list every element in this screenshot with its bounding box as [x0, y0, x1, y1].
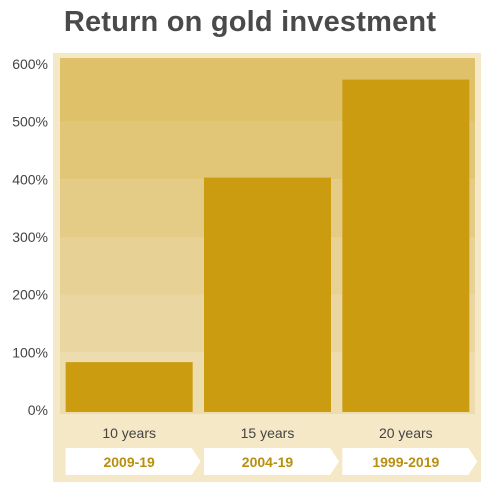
bar [204, 177, 331, 412]
period-label: 1999-2019 [372, 454, 439, 470]
period-label: 2004-19 [242, 454, 294, 470]
y-tick-label: 300% [12, 229, 48, 245]
bars [65, 79, 470, 412]
period-tag [342, 448, 478, 475]
y-tick-label: 400% [12, 171, 48, 187]
y-tick-label: 600% [12, 56, 48, 72]
category-label: 10 years [102, 425, 156, 441]
period-tag [65, 448, 201, 475]
y-tick-label: 100% [12, 344, 48, 360]
y-axis-tick-labels: 0% 100% 200% 300% 400% 500% 600% [12, 56, 48, 418]
period-tags: 2009-19 2004-19 1999-2019 [65, 448, 478, 475]
bar [342, 79, 470, 412]
period-label: 2009-19 [103, 454, 155, 470]
category-label: 20 years [379, 425, 433, 441]
category-label: 15 years [241, 425, 295, 441]
y-tick-label: 0% [28, 402, 48, 418]
bar [65, 362, 193, 412]
y-tick-label: 500% [12, 114, 48, 130]
y-tick-label: 200% [12, 287, 48, 303]
chart-title: Return on gold investment [63, 6, 437, 38]
category-labels: 10 years 15 years 20 years [102, 425, 432, 441]
period-tag [204, 448, 339, 475]
